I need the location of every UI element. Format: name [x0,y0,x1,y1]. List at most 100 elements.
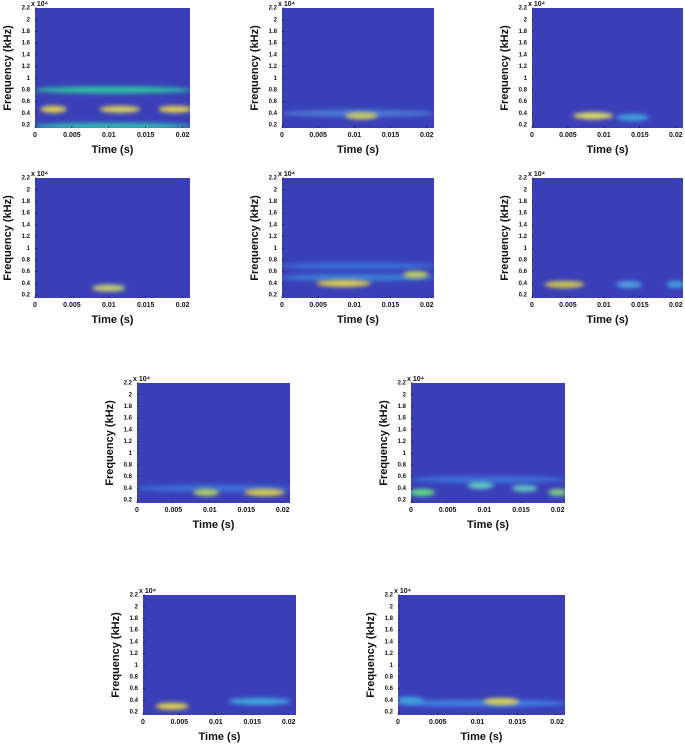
highlights [155,698,291,710]
x-axis-label: Time (s) [467,519,509,531]
x-tick-label: 0.015 [382,302,400,309]
x-axis-label: Time (s) [199,731,241,743]
energy-band [403,271,429,279]
y-axis-label: Frequency (kHz) [249,25,261,111]
y-tick-label: 0.4 [269,281,278,287]
x-tick-label: 0 [396,719,400,726]
y-axis-label: Frequency (kHz) [499,25,511,111]
energy-band [193,488,220,496]
y-tick-label: 2.2 [519,176,528,182]
y-tick-label: 2 [274,17,278,23]
y-tick-label: 0.6 [130,686,139,692]
y-tick-label: 0.4 [519,111,528,117]
y-multiplier: x 10⁴ [31,1,49,8]
y-tick-label: 2 [135,604,139,610]
y-tick-label: 1 [274,246,278,252]
energy-band [282,274,434,282]
x-tick-label: 0.005 [559,302,577,309]
x-tick-label: 0.005 [309,302,327,309]
y-tick-label: 1.2 [22,234,31,240]
x-tick-label: 0.005 [171,719,189,726]
y-tick-label: 0.6 [398,474,407,480]
y-tick-label: 1.4 [22,52,31,58]
x-tick-label: 0.005 [309,132,327,139]
x-tick-label: 0.01 [348,302,362,309]
x-axis-label: Time (s) [587,314,629,326]
y-tick-label: 0.4 [22,281,31,287]
y-tick-label: 1.8 [22,199,31,205]
energy-band [411,488,435,496]
y-tick-label: 0.2 [519,293,528,299]
y-tick-label: 2 [524,17,528,23]
highlights [282,262,434,287]
y-tick-label: 1.2 [398,439,407,445]
energy-band [345,112,379,120]
x-tick-label: 0 [530,302,534,309]
y-tick-label: 1.8 [519,29,528,35]
x-tick-label: 0 [141,719,145,726]
x-tick-label: 0 [33,132,37,139]
energy-band [411,476,565,484]
x-axis-label: Time (s) [92,314,134,326]
x-tick-label: 0.02 [282,719,296,726]
energy-band [40,105,67,113]
highlights [282,109,434,120]
x-tick-label: 0.015 [512,507,530,514]
y-tick-label: 1.6 [22,41,31,47]
x-tick-label: 0.015 [631,132,649,139]
y-multiplier: x 10⁴ [31,171,49,178]
plot-background [532,8,683,128]
y-tick-label: 0.4 [385,698,394,704]
y-tick-label: 1.6 [385,628,394,634]
energy-band [244,488,285,496]
y-tick-label: 0.8 [130,675,139,681]
energy-band [228,698,291,706]
x-tick-label: 0.015 [238,507,256,514]
y-tick-label: 1.6 [398,416,407,422]
y-tick-label: 1 [274,76,278,82]
y-tick-label: 1.2 [269,64,278,70]
y-tick-label: 2 [27,17,31,23]
x-tick-label: 0 [135,507,139,514]
x-tick-label: 0 [409,507,413,514]
x-tick-label: 0 [33,302,37,309]
y-tick-label: 0.4 [519,281,528,287]
y-tick-label: 0.8 [398,463,407,469]
y-axis-label: Frequency (kHz) [499,195,511,281]
y-tick-label: 2.2 [124,381,133,387]
x-axis-label: Time (s) [337,144,379,156]
x-tick-label: 0.01 [471,719,485,726]
spectrogram-panel: 0.2 0.4 0.6 0.8 1 1.2 1.4 1.6 1.8 2 2.2 0 0.005 0.01 0… [110,588,296,743]
y-tick-label: 1 [524,246,528,252]
plot-background [532,178,683,298]
y-tick-label: 0.4 [130,698,139,704]
x-axis-label: Time (s) [92,144,134,156]
x-tick-label: 0.01 [102,132,116,139]
y-multiplier: x 10⁴ [278,171,296,178]
y-tick-label: 1.8 [519,199,528,205]
x-tick-label: 0.02 [669,132,683,139]
y-tick-label: 0.8 [385,675,394,681]
energy-band [616,113,650,121]
y-tick-label: 0.2 [130,710,139,716]
y-tick-label: 0.2 [124,498,133,504]
highlights [137,484,290,496]
y-axis-label: Frequency (kHz) [378,400,390,486]
y-tick-label: 2.2 [130,593,139,599]
x-tick-label: 0.01 [348,132,362,139]
y-tick-label: 1.4 [519,52,528,58]
y-tick-label: 1.6 [269,41,278,47]
x-tick-label: 0.02 [176,302,190,309]
y-tick-label: 1.6 [130,628,139,634]
y-tick-label: 1 [390,663,394,669]
y-tick-label: 0.4 [22,111,31,117]
y-tick-label: 1.6 [22,211,31,217]
x-tick-label: 0.015 [137,132,155,139]
y-axis-label: Frequency (kHz) [365,612,377,698]
x-tick-label: 0.02 [551,507,565,514]
y-tick-label: 1.6 [269,211,278,217]
y-tick-label: 0.2 [385,710,394,716]
y-tick-label: 0.8 [269,258,278,264]
plot-background [137,383,290,503]
spectrogram-panel: 0.2 0.4 0.6 0.8 1 1.2 1.4 1.6 1.8 2 2.2 0 0.005 0.01 0… [365,588,565,743]
